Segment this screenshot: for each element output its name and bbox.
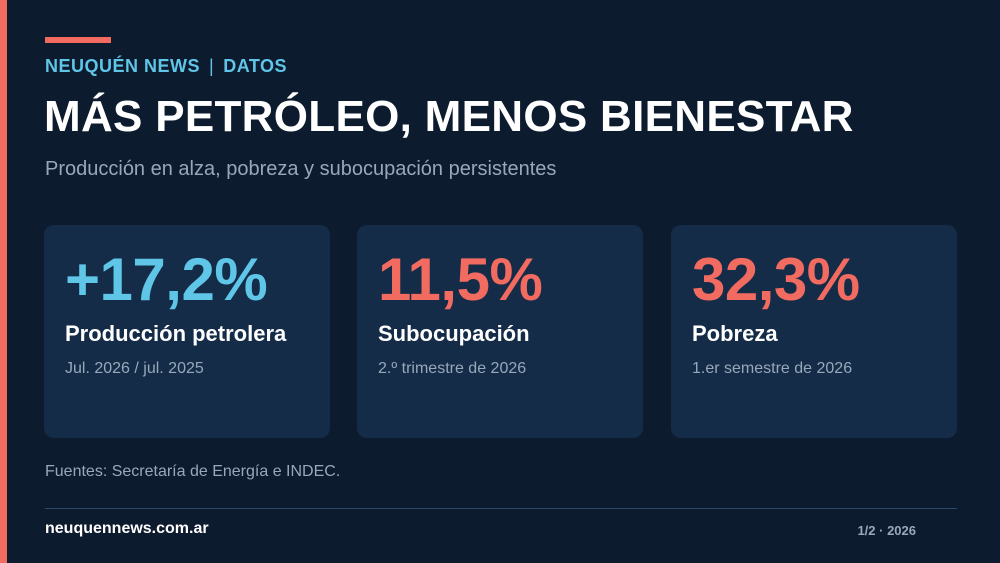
stat-period: 2.º trimestre de 2026 [378, 360, 527, 377]
kicker-separator: | [209, 56, 215, 76]
top-accent-line [45, 37, 111, 43]
stat-label: Producción petrolera [65, 321, 287, 346]
page-subtitle: Producción en alza, pobreza y subocupaci… [45, 158, 557, 180]
stat-card-underemployment: 11,5% Subocupación 2.º trimestre de 2026 [357, 225, 643, 438]
footer-divider [45, 508, 957, 509]
stat-label: Subocupación [378, 321, 530, 346]
page-title: MÁS PETRÓLEO, MENOS BIENESTAR [44, 92, 854, 141]
stat-card-production: +17,2% Producción petrolera Jul. 2026 / … [44, 225, 330, 438]
left-accent-bar [0, 0, 7, 563]
stat-card-poverty: 32,3% Pobreza 1.er semestre de 2026 [671, 225, 957, 438]
footer-site-url: neuquennews.com.ar [45, 520, 209, 537]
stat-label: Pobreza [692, 321, 778, 346]
footer-page-info: 1/2 · 2026 [857, 523, 916, 538]
section-name: DATOS [223, 56, 288, 76]
stat-period: 1.er semestre de 2026 [692, 360, 853, 377]
stat-value: 32,3% [692, 246, 860, 313]
stat-value: +17,2% [65, 246, 268, 313]
sources-note: Fuentes: Secretaría de Energía e INDEC. [45, 463, 341, 480]
kicker: NEUQUÉN NEWS | DATOS [45, 56, 287, 77]
outlet-name: NEUQUÉN NEWS [45, 56, 201, 76]
stat-value: 11,5% [378, 246, 543, 313]
stat-period: Jul. 2026 / jul. 2025 [65, 360, 204, 377]
